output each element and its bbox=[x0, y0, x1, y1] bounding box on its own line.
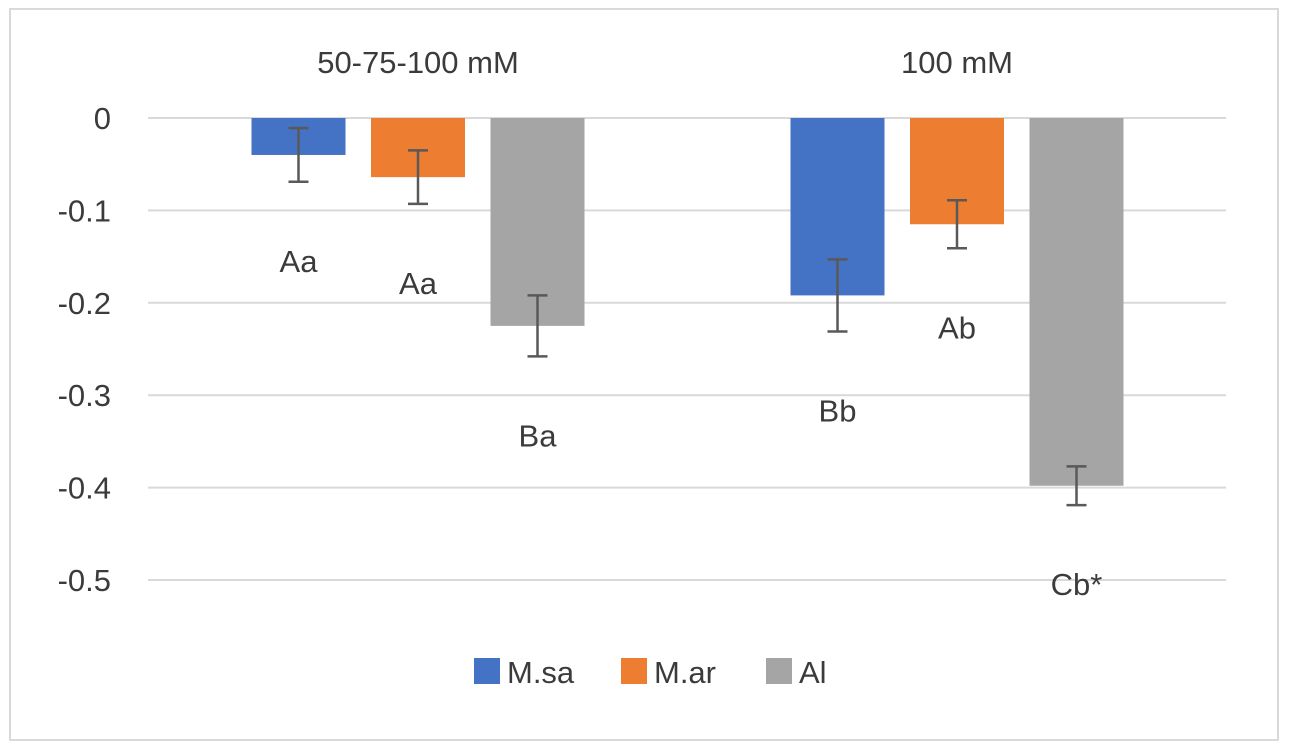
y-tick-label: -0.4 bbox=[58, 471, 111, 506]
category-label: 100 mM bbox=[901, 45, 1013, 80]
y-tick-label: -0.1 bbox=[58, 193, 111, 228]
category-labels: 50-75-100 mM 100 mM bbox=[317, 45, 1013, 80]
y-tick-label: -0.3 bbox=[58, 378, 111, 413]
legend-label: M.ar bbox=[654, 655, 716, 690]
y-tick-label: 0 bbox=[94, 101, 111, 136]
legend-label: Al bbox=[799, 655, 827, 690]
data-labels: Aa Bb Aa Ab Ba Cb* bbox=[280, 244, 1103, 602]
data-label: Cb* bbox=[1051, 567, 1103, 602]
y-axis: 0 -0.1 -0.2 -0.3 -0.4 -0.5 bbox=[58, 101, 111, 598]
bar bbox=[490, 118, 585, 326]
legend-swatch bbox=[766, 658, 792, 684]
category-label: 50-75-100 mM bbox=[317, 45, 519, 80]
data-label: Bb bbox=[819, 393, 857, 428]
legend-label: M.sa bbox=[507, 655, 575, 690]
legend: M.sa M.ar Al bbox=[474, 655, 827, 690]
data-label: Ab bbox=[938, 310, 976, 345]
data-label: Aa bbox=[399, 266, 438, 301]
data-label: Aa bbox=[280, 244, 319, 279]
legend-swatch bbox=[474, 658, 500, 684]
bar bbox=[1029, 118, 1124, 486]
y-tick-label: -0.5 bbox=[58, 563, 111, 598]
error-bars bbox=[288, 126, 1087, 507]
y-tick-label: -0.2 bbox=[58, 286, 111, 321]
data-label: Ba bbox=[519, 418, 558, 453]
legend-swatch bbox=[621, 658, 647, 684]
